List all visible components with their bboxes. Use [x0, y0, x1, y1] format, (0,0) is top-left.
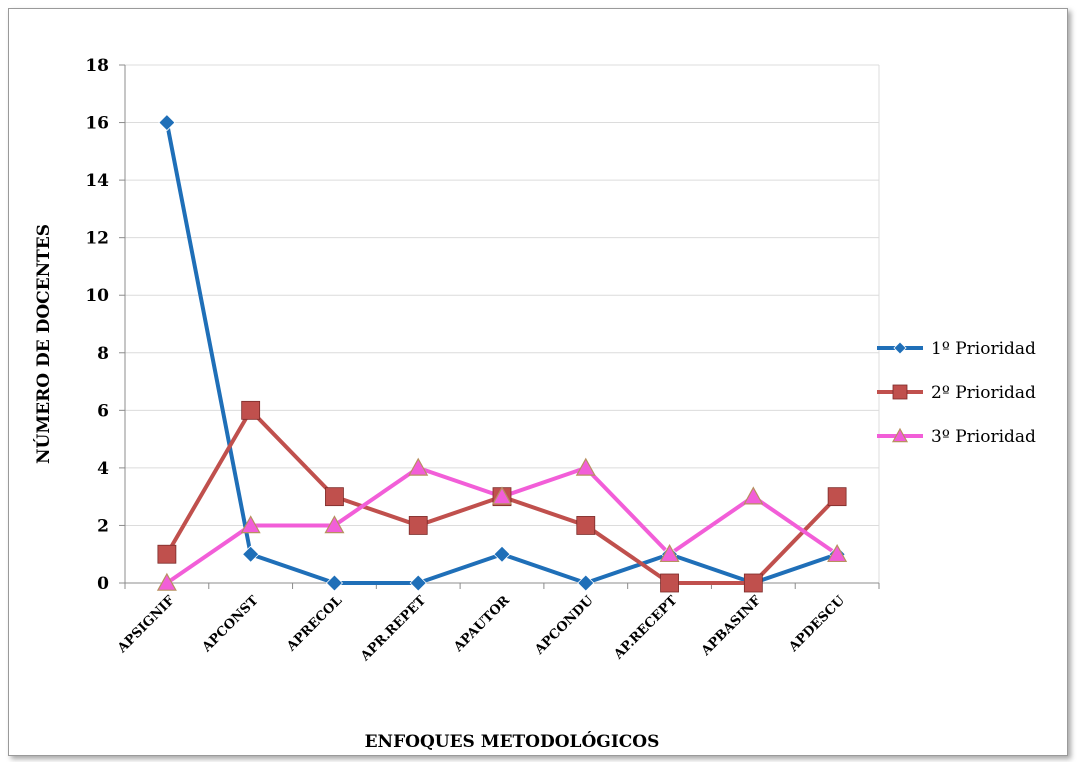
y-tick-label: 10: [85, 286, 109, 306]
data-point: [158, 113, 176, 132]
legend-marker: [893, 341, 907, 355]
chart-frame: 0 2 4 6 8 10 12 14 16 18 APSIGNIF APCONST APRECOL AP…: [8, 8, 1068, 756]
data-point: [324, 515, 345, 534]
x-axis-title: ENFOQUES METODOLÓGICOS: [365, 731, 660, 752]
y-axis-title: NÚMERO DE DOCENTES: [33, 224, 54, 464]
y-tick-label: 6: [97, 401, 109, 421]
y-tick-label: 4: [97, 459, 109, 479]
data-point: [491, 486, 513, 505]
data-point: [743, 486, 764, 505]
legend-marker: [891, 427, 909, 443]
y-tick-label: 8: [97, 344, 109, 364]
x-tick-label: AP.RECEPT: [611, 593, 681, 663]
data-point: [493, 545, 511, 563]
y-tick-label: 18: [85, 56, 109, 76]
x-tick-label: APSIGNIF: [114, 593, 178, 657]
data-point: [408, 516, 428, 535]
data-point: [156, 572, 177, 591]
data-point: [157, 544, 177, 564]
data-point: [575, 457, 596, 476]
legend-label: 2º Prioridad: [931, 383, 1036, 403]
y-tick-label: 0: [97, 574, 109, 594]
data-point: [408, 457, 429, 476]
legend-label: 1º Prioridad: [931, 339, 1036, 359]
x-tick-label: APDESCU: [786, 593, 849, 656]
data-point: [241, 400, 261, 420]
legend-item: 1º Prioridad: [877, 339, 1036, 359]
data-point: [827, 543, 848, 563]
x-tick-label: APBASINF: [698, 593, 765, 660]
data-point: [325, 574, 344, 592]
x-tick-labels: APSIGNIF APCONST APRECOL APR.REPET APAUTOR AP…: [114, 593, 848, 665]
legend-marker: [892, 384, 908, 400]
data-point: [743, 573, 763, 593]
data-point: [660, 573, 679, 593]
x-tick-label: APCONST: [199, 593, 262, 656]
data-point: [409, 574, 427, 592]
series-markers: [156, 113, 848, 593]
axes: [119, 64, 880, 589]
y-tick-label: 12: [85, 229, 109, 249]
y-tick-label: 2: [97, 516, 109, 536]
x-tick-label: APAUTOR: [450, 593, 512, 655]
legend-label: 3º Prioridad: [931, 427, 1036, 447]
data-point: [659, 543, 680, 563]
y-tick-labels: 0 2 4 6 8 10 12 14 16 18: [85, 56, 109, 594]
legend-item: 2º Prioridad: [877, 383, 1036, 403]
x-tick-label: APR.REPET: [357, 593, 429, 665]
x-tick-label: APRECOL: [283, 593, 345, 655]
data-point: [827, 487, 847, 507]
y-tick-label: 16: [85, 114, 109, 134]
data-point: [325, 487, 344, 507]
data-point: [240, 515, 261, 534]
legend-item: 3º Prioridad: [877, 427, 1036, 447]
x-tick-label: APCONDU: [532, 593, 598, 659]
data-point: [577, 574, 595, 592]
data-point: [576, 516, 596, 535]
data-point: [242, 545, 260, 563]
y-tick-label: 14: [85, 171, 109, 191]
legend: 1º Prioridad 2º Prioridad 3º Prioridad: [877, 339, 1036, 447]
